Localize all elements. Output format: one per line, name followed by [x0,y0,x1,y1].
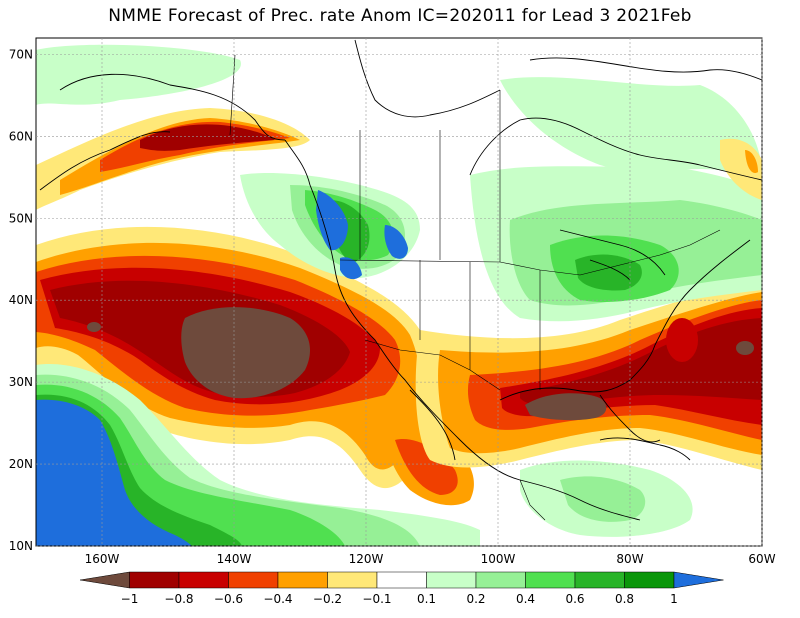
colorbar-swatch [178,571,229,589]
map-title: NMME Forecast of Prec. rate Anom IC=2020… [108,6,692,26]
longitude-tick-label: 160W [85,552,120,566]
colorbar-swatch [129,571,180,589]
latitude-tick-label: 60N [9,129,33,143]
colorbar-label: −0.1 [362,592,391,606]
anomaly-shading [36,38,762,546]
longitude-tick-label: 140W [217,552,252,566]
colorbar-label: 0.2 [466,592,485,606]
coastlines [39,39,762,521]
longitude-tick-label: 60W [748,552,775,566]
colorbar-label: 0.6 [565,592,584,606]
longitude-tick-label: 100W [481,552,516,566]
colorbar-swatch [277,571,328,589]
colorbar-swatch [327,571,378,589]
colorbar-swatch [228,571,279,589]
colorbar-label: −0.8 [164,592,193,606]
political-borders [229,54,721,521]
colorbar-label: 1 [670,592,678,606]
colorbar: −1 −0.8 −0.6 −0.4 −0.2 −0.1 0.1 0.2 0.4 0.6 0.8 1 [79,571,724,606]
colorbar-label: −1 [121,592,139,606]
colorbar-label: 0.4 [516,592,535,606]
colorbar-swatch [79,571,130,589]
latitude-tick-label: 40N [9,293,33,307]
colorbar-swatch [426,571,477,589]
colorbar-label: −0.4 [263,592,292,606]
latitude-tick-label: 20N [9,457,33,471]
colorbar-label: 0.8 [615,592,634,606]
latitude-ticks: 10N 20N 30N 40N 50N 60N 70N [9,47,762,553]
latitude-tick-label: 50N [9,211,33,225]
longitude-tick-label: 120W [349,552,384,566]
colorbar-swatch [574,571,625,589]
longitude-ticks: 160W 140W 120W 100W 80W 60W [85,38,776,566]
colorbar-swatch [525,571,576,589]
colorbar-swatch [624,571,675,589]
latitude-tick-label: 70N [9,47,33,61]
colorbar-label: −0.2 [313,592,342,606]
latitude-tick-label: 10N [9,539,33,553]
colorbar-swatch [475,571,526,589]
colorbar-swatch [376,571,427,589]
longitude-tick-label: 80W [616,552,643,566]
colorbar-label: −0.6 [214,592,243,606]
colorbar-label: 0.1 [417,592,436,606]
colorbar-swatch [673,571,724,589]
latitude-tick-label: 30N [9,375,33,389]
